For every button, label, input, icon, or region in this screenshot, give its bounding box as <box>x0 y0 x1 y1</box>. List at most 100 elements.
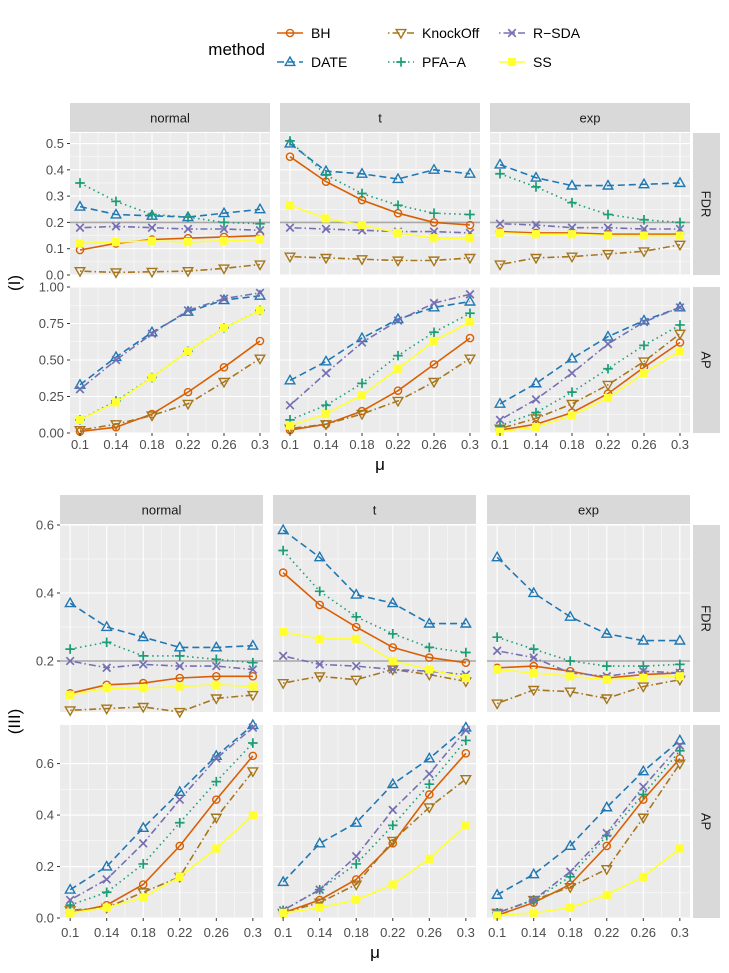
data-point-r-sda <box>175 795 185 805</box>
data-point-knockoff <box>529 253 543 265</box>
row-strip-fdr <box>693 133 720 275</box>
data-point-r-sda <box>285 223 295 233</box>
series-line-pfa-a <box>289 312 471 421</box>
data-point-date <box>210 640 223 652</box>
series-line-bh <box>282 752 467 914</box>
series-bh <box>278 568 471 668</box>
data-point-bh <box>212 795 221 804</box>
data-point-date <box>463 295 477 306</box>
data-point-knockoff <box>637 247 651 258</box>
series-pfa-a <box>278 545 471 658</box>
data-point-date <box>423 752 436 763</box>
data-point-knockoff <box>600 865 613 876</box>
series-line-r-sda <box>496 745 681 914</box>
data-point-r-sda <box>138 838 148 848</box>
legend-label-bh: BH <box>311 25 330 41</box>
y-tick-label: 0.00 <box>39 426 64 441</box>
series-line-r-sda <box>79 225 261 232</box>
legend-item-pfa-a: PFA−A <box>386 51 467 73</box>
data-point-pfa-a <box>357 378 367 389</box>
column-strip-normal <box>70 103 270 132</box>
series-pfa-a <box>495 320 685 431</box>
data-point-r-sda <box>495 415 505 425</box>
chart-block-iii: (III) FDR AP normal 0.2 0.4 0.6 0.0 0.2 0.4 0.6 0.1… <box>5 495 720 962</box>
data-point-date <box>173 785 186 797</box>
data-point-pfa-a <box>387 820 398 831</box>
series-line-knockoff <box>289 255 471 262</box>
panel-exp-ap <box>490 286 690 436</box>
data-point-knockoff <box>427 377 441 389</box>
series-pfa-a <box>492 632 685 671</box>
data-point-knockoff <box>253 354 267 365</box>
series-line-date <box>79 295 261 386</box>
panel-normal-fdr <box>70 133 270 279</box>
data-point-ss <box>675 231 685 240</box>
y-tick-label: 0.25 <box>39 389 64 404</box>
x-tick-label: 0.14 <box>523 437 548 452</box>
x-tick-label: 0.14 <box>94 925 119 940</box>
data-point-ss <box>66 690 75 700</box>
data-point-knockoff <box>246 690 259 702</box>
series-line-ss <box>497 668 680 681</box>
data-point-ss <box>461 673 470 683</box>
data-point-ss <box>529 668 538 677</box>
data-point-date <box>601 179 615 190</box>
data-point-date <box>100 620 113 632</box>
data-point-ss <box>255 306 265 315</box>
column-strip-exp <box>490 103 690 132</box>
row-strip-label-ap: AP <box>699 351 714 368</box>
data-point-ss <box>566 672 575 681</box>
data-point-knockoff <box>283 252 297 264</box>
series-pfa-a <box>495 168 685 228</box>
x-tick-label: 0.3 <box>244 925 262 940</box>
legend-triangle-icon <box>283 55 297 67</box>
data-point-date <box>277 875 290 887</box>
legend-plus-icon <box>396 57 406 67</box>
data-point-knockoff <box>217 377 231 389</box>
x-tick-label: 0.18 <box>131 925 156 940</box>
series-line-date <box>282 529 466 625</box>
data-point-bh <box>388 643 398 652</box>
data-point-ss <box>393 364 403 373</box>
data-point-pfa-a <box>357 188 367 199</box>
data-point-date <box>386 596 399 608</box>
data-point-r-sda <box>315 885 325 895</box>
data-point-knockoff <box>100 704 113 716</box>
panel-group-label: (III) <box>5 709 24 735</box>
data-point-bh <box>351 875 361 884</box>
series-line-knockoff <box>282 668 467 684</box>
column-strip-label-t: t <box>378 111 382 126</box>
series-ss <box>493 844 684 920</box>
data-point-pfa-a <box>285 136 295 146</box>
series-line-r-sda <box>496 650 680 678</box>
data-point-pfa-a <box>248 657 258 668</box>
data-point-ss <box>425 854 434 863</box>
data-point-pfa-a <box>639 340 649 351</box>
series-r-sda <box>495 219 685 234</box>
chart-blocks: (I) FDR AP normal 0.0 0.1 0.2 0.3 0.4 0.5 0.00 0.25… <box>5 103 720 962</box>
panel-exp-fdr <box>487 524 690 712</box>
data-point-date <box>427 163 441 174</box>
data-point-ss <box>175 682 184 691</box>
data-point-r-sda <box>639 317 649 327</box>
data-point-r-sda <box>278 651 288 661</box>
data-point-date <box>313 550 326 562</box>
data-point-ss <box>66 908 75 917</box>
data-point-knockoff <box>564 687 577 699</box>
x-axis-title: μ <box>370 943 380 962</box>
data-point-ss <box>429 234 439 243</box>
column-strip-label-t: t <box>373 503 377 518</box>
x-tick-label: 0.26 <box>631 437 656 452</box>
data-point-ss <box>493 665 502 674</box>
series-r-sda <box>495 303 685 425</box>
data-point-bh <box>212 672 221 681</box>
series-ss <box>66 810 257 917</box>
series-date <box>283 137 477 184</box>
data-point-ss <box>102 903 111 912</box>
series-line-knockoff <box>79 263 261 274</box>
data-point-pfa-a <box>138 651 149 661</box>
data-point-date <box>423 617 436 628</box>
panel-exp-fdr <box>490 133 690 276</box>
data-point-ss <box>675 844 684 853</box>
series-line-bh <box>70 675 253 695</box>
